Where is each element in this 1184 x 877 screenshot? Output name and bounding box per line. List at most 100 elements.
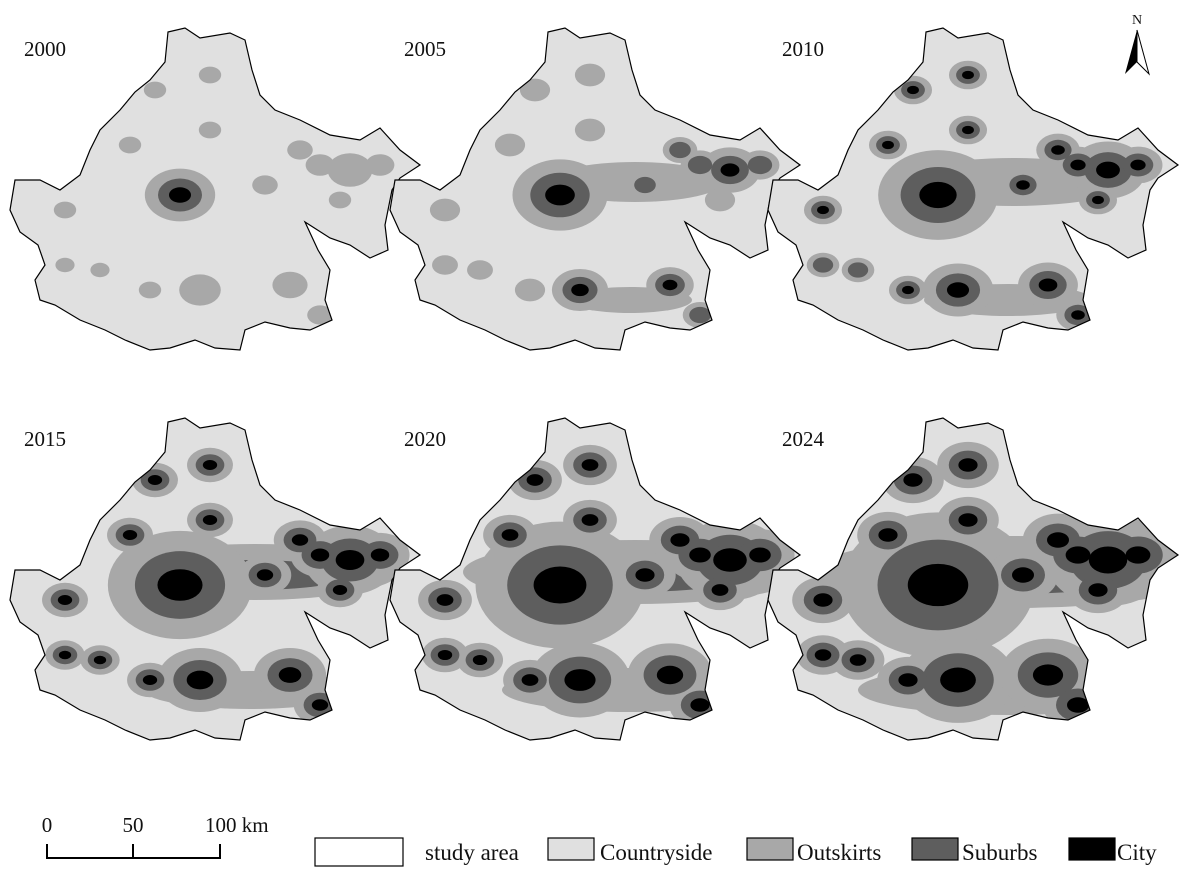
city: [122, 529, 138, 541]
outskirts: [287, 140, 313, 160]
city: [713, 548, 747, 572]
urban-areas: [42, 447, 410, 725]
city: [278, 667, 302, 683]
legend-label: Outskirts: [797, 840, 881, 865]
map-panel: 2005: [389, 27, 802, 351]
city: [898, 673, 918, 687]
city: [581, 459, 599, 471]
city: [186, 670, 214, 690]
city: [256, 569, 274, 581]
city: [962, 70, 974, 80]
suburbs: [689, 306, 711, 324]
city: [332, 584, 348, 596]
outskirts: [519, 78, 551, 102]
city: [1067, 697, 1089, 713]
legend-label: Suburbs: [962, 840, 1037, 865]
scale-bar: 0 50 100 km: [42, 813, 269, 859]
arrow-left: [1125, 30, 1137, 74]
outskirts: [467, 260, 493, 280]
study-area-outline: [389, 27, 802, 351]
city: [958, 513, 978, 527]
legend-label: City: [1117, 840, 1157, 865]
city: [919, 181, 957, 209]
outskirts: [365, 154, 395, 176]
city: [814, 649, 832, 661]
outskirts: [198, 66, 222, 84]
urban-areas: [803, 60, 1163, 332]
outskirts: [138, 281, 162, 299]
legend-swatch: [911, 837, 959, 861]
city: [310, 548, 330, 562]
year-label: 2000: [24, 37, 66, 61]
city: [946, 282, 970, 298]
outskirts: [90, 262, 110, 278]
outskirts: [252, 175, 278, 195]
legend-swatch: [314, 837, 404, 867]
legend-swatch: [746, 837, 794, 861]
city: [370, 548, 390, 562]
suburbs: [747, 155, 773, 175]
city: [335, 549, 365, 571]
outskirts: [494, 133, 526, 157]
city: [157, 569, 203, 601]
city: [711, 584, 729, 596]
city: [436, 594, 454, 606]
city: [1065, 546, 1091, 564]
city: [907, 85, 919, 95]
countryside: [10, 28, 420, 350]
city: [749, 547, 771, 563]
urban-areas: [53, 66, 395, 325]
city: [1096, 161, 1120, 179]
study-area-outline: [9, 417, 422, 741]
city: [521, 674, 539, 686]
study-area-outline: [389, 417, 802, 741]
city: [1092, 195, 1104, 205]
city: [545, 184, 575, 206]
city: [1012, 567, 1034, 583]
city: [1038, 278, 1058, 292]
map-panel: 2010: [767, 27, 1180, 351]
city: [849, 654, 867, 666]
suburbs: [847, 262, 869, 278]
city: [472, 654, 488, 666]
city: [690, 698, 710, 712]
city: [878, 528, 898, 542]
arrow-right: [1136, 29, 1150, 76]
city: [670, 533, 690, 547]
suburbs: [812, 257, 834, 273]
year-label: 2024: [782, 427, 825, 451]
outskirts: [327, 153, 373, 187]
urban-areas: [429, 63, 780, 328]
city: [817, 205, 829, 215]
city: [571, 283, 589, 297]
study-area-outline: [9, 27, 422, 351]
city: [662, 279, 678, 291]
legend-label: Countryside: [600, 840, 712, 865]
city: [147, 474, 163, 486]
year-label: 2005: [404, 37, 446, 61]
city: [202, 514, 218, 526]
map-panel: 2020: [389, 417, 802, 741]
city: [689, 547, 711, 563]
city: [903, 473, 923, 487]
outskirts: [118, 136, 142, 154]
outskirts: [429, 198, 461, 222]
suburbs: [634, 176, 656, 194]
city: [533, 566, 587, 604]
city: [1070, 159, 1086, 171]
scale-label: 0: [42, 813, 53, 837]
city: [437, 649, 453, 661]
outskirts: [198, 121, 222, 139]
year-label: 2020: [404, 427, 446, 451]
panels: 2000 2005 2010 2015 2020 2024: [9, 27, 1180, 741]
outskirts: [514, 278, 546, 302]
city: [202, 459, 218, 471]
suburbs: [687, 155, 713, 175]
city: [635, 568, 655, 582]
city: [1088, 583, 1108, 597]
outskirts: [432, 255, 458, 275]
city: [1047, 532, 1069, 548]
city: [291, 534, 309, 546]
city: [581, 514, 599, 526]
